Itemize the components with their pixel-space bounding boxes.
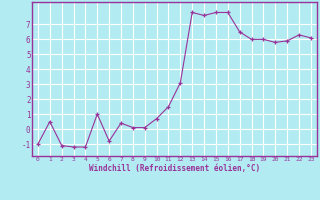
X-axis label: Windchill (Refroidissement éolien,°C): Windchill (Refroidissement éolien,°C): [89, 164, 260, 173]
